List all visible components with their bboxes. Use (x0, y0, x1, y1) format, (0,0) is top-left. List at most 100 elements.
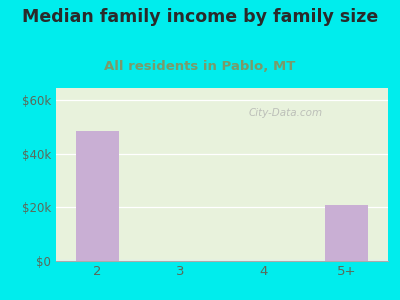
Bar (56, 174, 388, 260)
Bar (56, 183, 388, 260)
Bar (56, 258, 388, 260)
Bar (56, 248, 388, 260)
Bar (56, 256, 388, 260)
Bar (56, 91, 388, 259)
Bar (56, 201, 388, 260)
Bar (56, 218, 388, 260)
Bar (56, 236, 388, 260)
Bar (56, 259, 388, 260)
Bar (56, 191, 388, 260)
Bar (56, 198, 388, 260)
Bar (56, 221, 388, 260)
Bar (325, 205, 368, 261)
Bar (56, 234, 388, 260)
Bar (56, 232, 388, 260)
Bar (56, 130, 388, 260)
Bar (56, 154, 388, 260)
Bar (56, 167, 388, 260)
Bar (56, 168, 388, 260)
Bar (56, 239, 388, 260)
Bar (56, 175, 388, 260)
Bar (56, 238, 388, 260)
Bar (56, 246, 388, 260)
Bar (56, 249, 388, 260)
Bar (56, 209, 388, 260)
Bar (56, 253, 388, 260)
Bar (56, 247, 388, 260)
Bar (76, 131, 119, 261)
Bar (56, 156, 388, 260)
Bar (56, 130, 388, 260)
Bar (56, 199, 388, 260)
Bar (56, 196, 388, 260)
Bar (56, 214, 388, 260)
Bar (56, 158, 388, 260)
Bar (56, 116, 388, 260)
Bar (56, 134, 388, 260)
Bar (56, 152, 388, 260)
Bar (56, 212, 388, 260)
Bar (56, 98, 388, 259)
Bar (56, 244, 388, 260)
Bar (56, 252, 388, 260)
Bar (56, 135, 388, 260)
Bar (56, 136, 388, 260)
Bar (56, 208, 388, 260)
Bar (56, 257, 388, 260)
Bar (56, 126, 388, 260)
Bar (56, 224, 388, 260)
Text: City-Data.com: City-Data.com (248, 108, 323, 118)
Bar (56, 192, 388, 260)
Bar (56, 185, 388, 260)
Bar (56, 228, 388, 260)
Bar (56, 120, 388, 260)
Bar (56, 152, 388, 260)
Bar (56, 137, 388, 260)
Bar (56, 121, 388, 260)
Bar (56, 103, 388, 259)
Bar (56, 212, 388, 260)
Bar (56, 220, 388, 260)
Bar (56, 226, 388, 260)
Bar (56, 128, 388, 260)
Bar (56, 153, 388, 260)
Bar (56, 225, 388, 260)
Bar (56, 235, 388, 260)
Bar (56, 147, 388, 260)
Bar (56, 184, 388, 260)
Bar (56, 240, 388, 260)
Bar (56, 170, 388, 260)
Bar (56, 223, 388, 260)
Bar (56, 112, 388, 260)
Bar (56, 110, 388, 260)
Bar (56, 177, 388, 260)
Bar (56, 180, 388, 260)
Bar (56, 164, 388, 260)
Bar (56, 143, 388, 260)
Bar (56, 108, 388, 260)
Bar (56, 150, 388, 260)
Bar (56, 210, 388, 260)
Bar (56, 194, 388, 260)
Bar (56, 190, 388, 260)
Bar (56, 94, 388, 259)
Bar (56, 155, 388, 260)
Bar (56, 215, 388, 260)
Bar (56, 103, 388, 259)
Bar (56, 204, 388, 260)
Bar (56, 132, 388, 260)
Bar (56, 115, 388, 260)
Bar (56, 250, 388, 260)
Bar (56, 110, 388, 260)
Bar (56, 124, 388, 260)
Bar (56, 89, 388, 259)
Bar (56, 149, 388, 260)
Bar (56, 196, 388, 260)
Bar (56, 186, 388, 260)
Bar (56, 157, 388, 260)
Bar (56, 243, 388, 260)
Bar (56, 144, 388, 260)
Bar (56, 217, 388, 260)
Bar (56, 178, 388, 260)
Text: Median family income by family size: Median family income by family size (22, 8, 378, 26)
